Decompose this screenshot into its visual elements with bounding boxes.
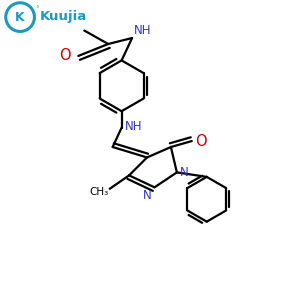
Text: N: N — [143, 189, 152, 202]
Text: O: O — [195, 134, 206, 148]
Text: Kuujia: Kuujia — [40, 10, 87, 23]
Text: N: N — [180, 166, 189, 179]
Text: K: K — [15, 11, 25, 24]
Text: CH₃: CH₃ — [89, 187, 108, 197]
Text: O: O — [59, 48, 71, 63]
Text: °: ° — [35, 6, 38, 12]
Text: NH: NH — [124, 120, 142, 133]
Text: NH: NH — [134, 23, 151, 37]
